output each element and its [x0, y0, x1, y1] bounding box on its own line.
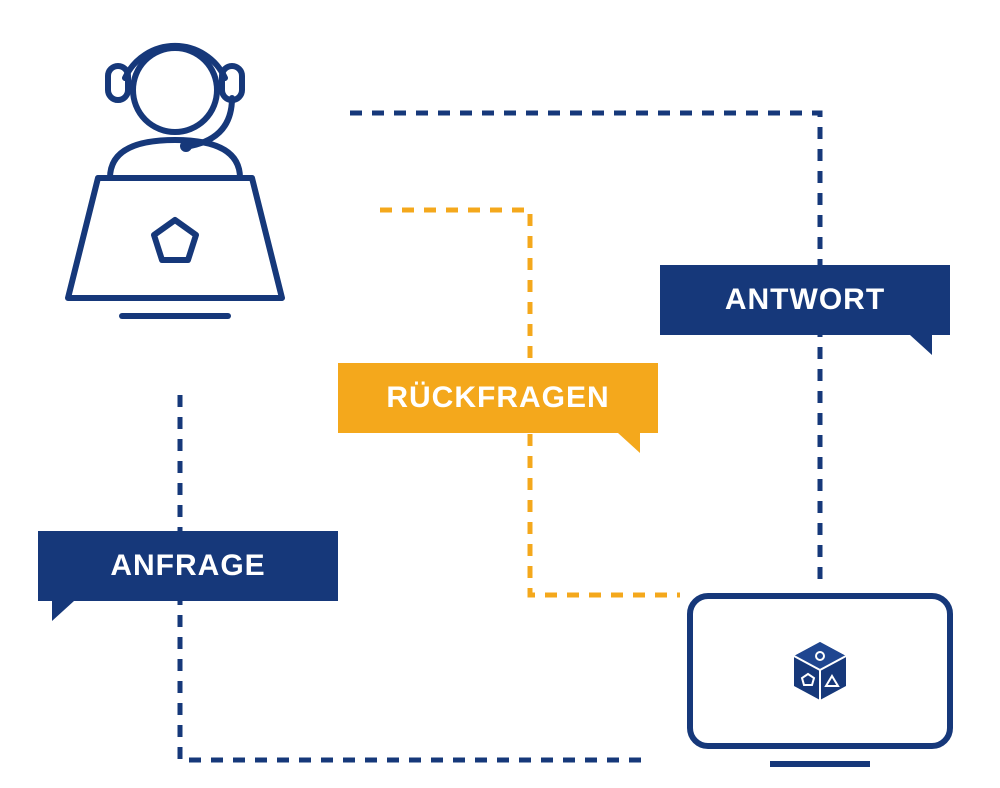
diagram-stage: ANFRAGE RÜCKFRAGEN ANTWORT	[0, 0, 1000, 788]
rueckfragen-label: RÜCKFRAGEN	[338, 363, 658, 433]
antwort-path	[350, 113, 820, 588]
rueckfragen-text: RÜCKFRAGEN	[386, 381, 609, 415]
rueckfragen-tail	[618, 433, 640, 453]
anfrage-label: ANFRAGE	[38, 531, 338, 601]
operator-icon	[50, 8, 310, 328]
anfrage-text: ANFRAGE	[110, 549, 265, 583]
antwort-tail	[910, 335, 932, 355]
antwort-text: ANTWORT	[725, 283, 885, 317]
result-laptop-icon	[680, 590, 960, 770]
anfrage-tail	[52, 601, 74, 621]
antwort-label: ANTWORT	[660, 265, 950, 335]
